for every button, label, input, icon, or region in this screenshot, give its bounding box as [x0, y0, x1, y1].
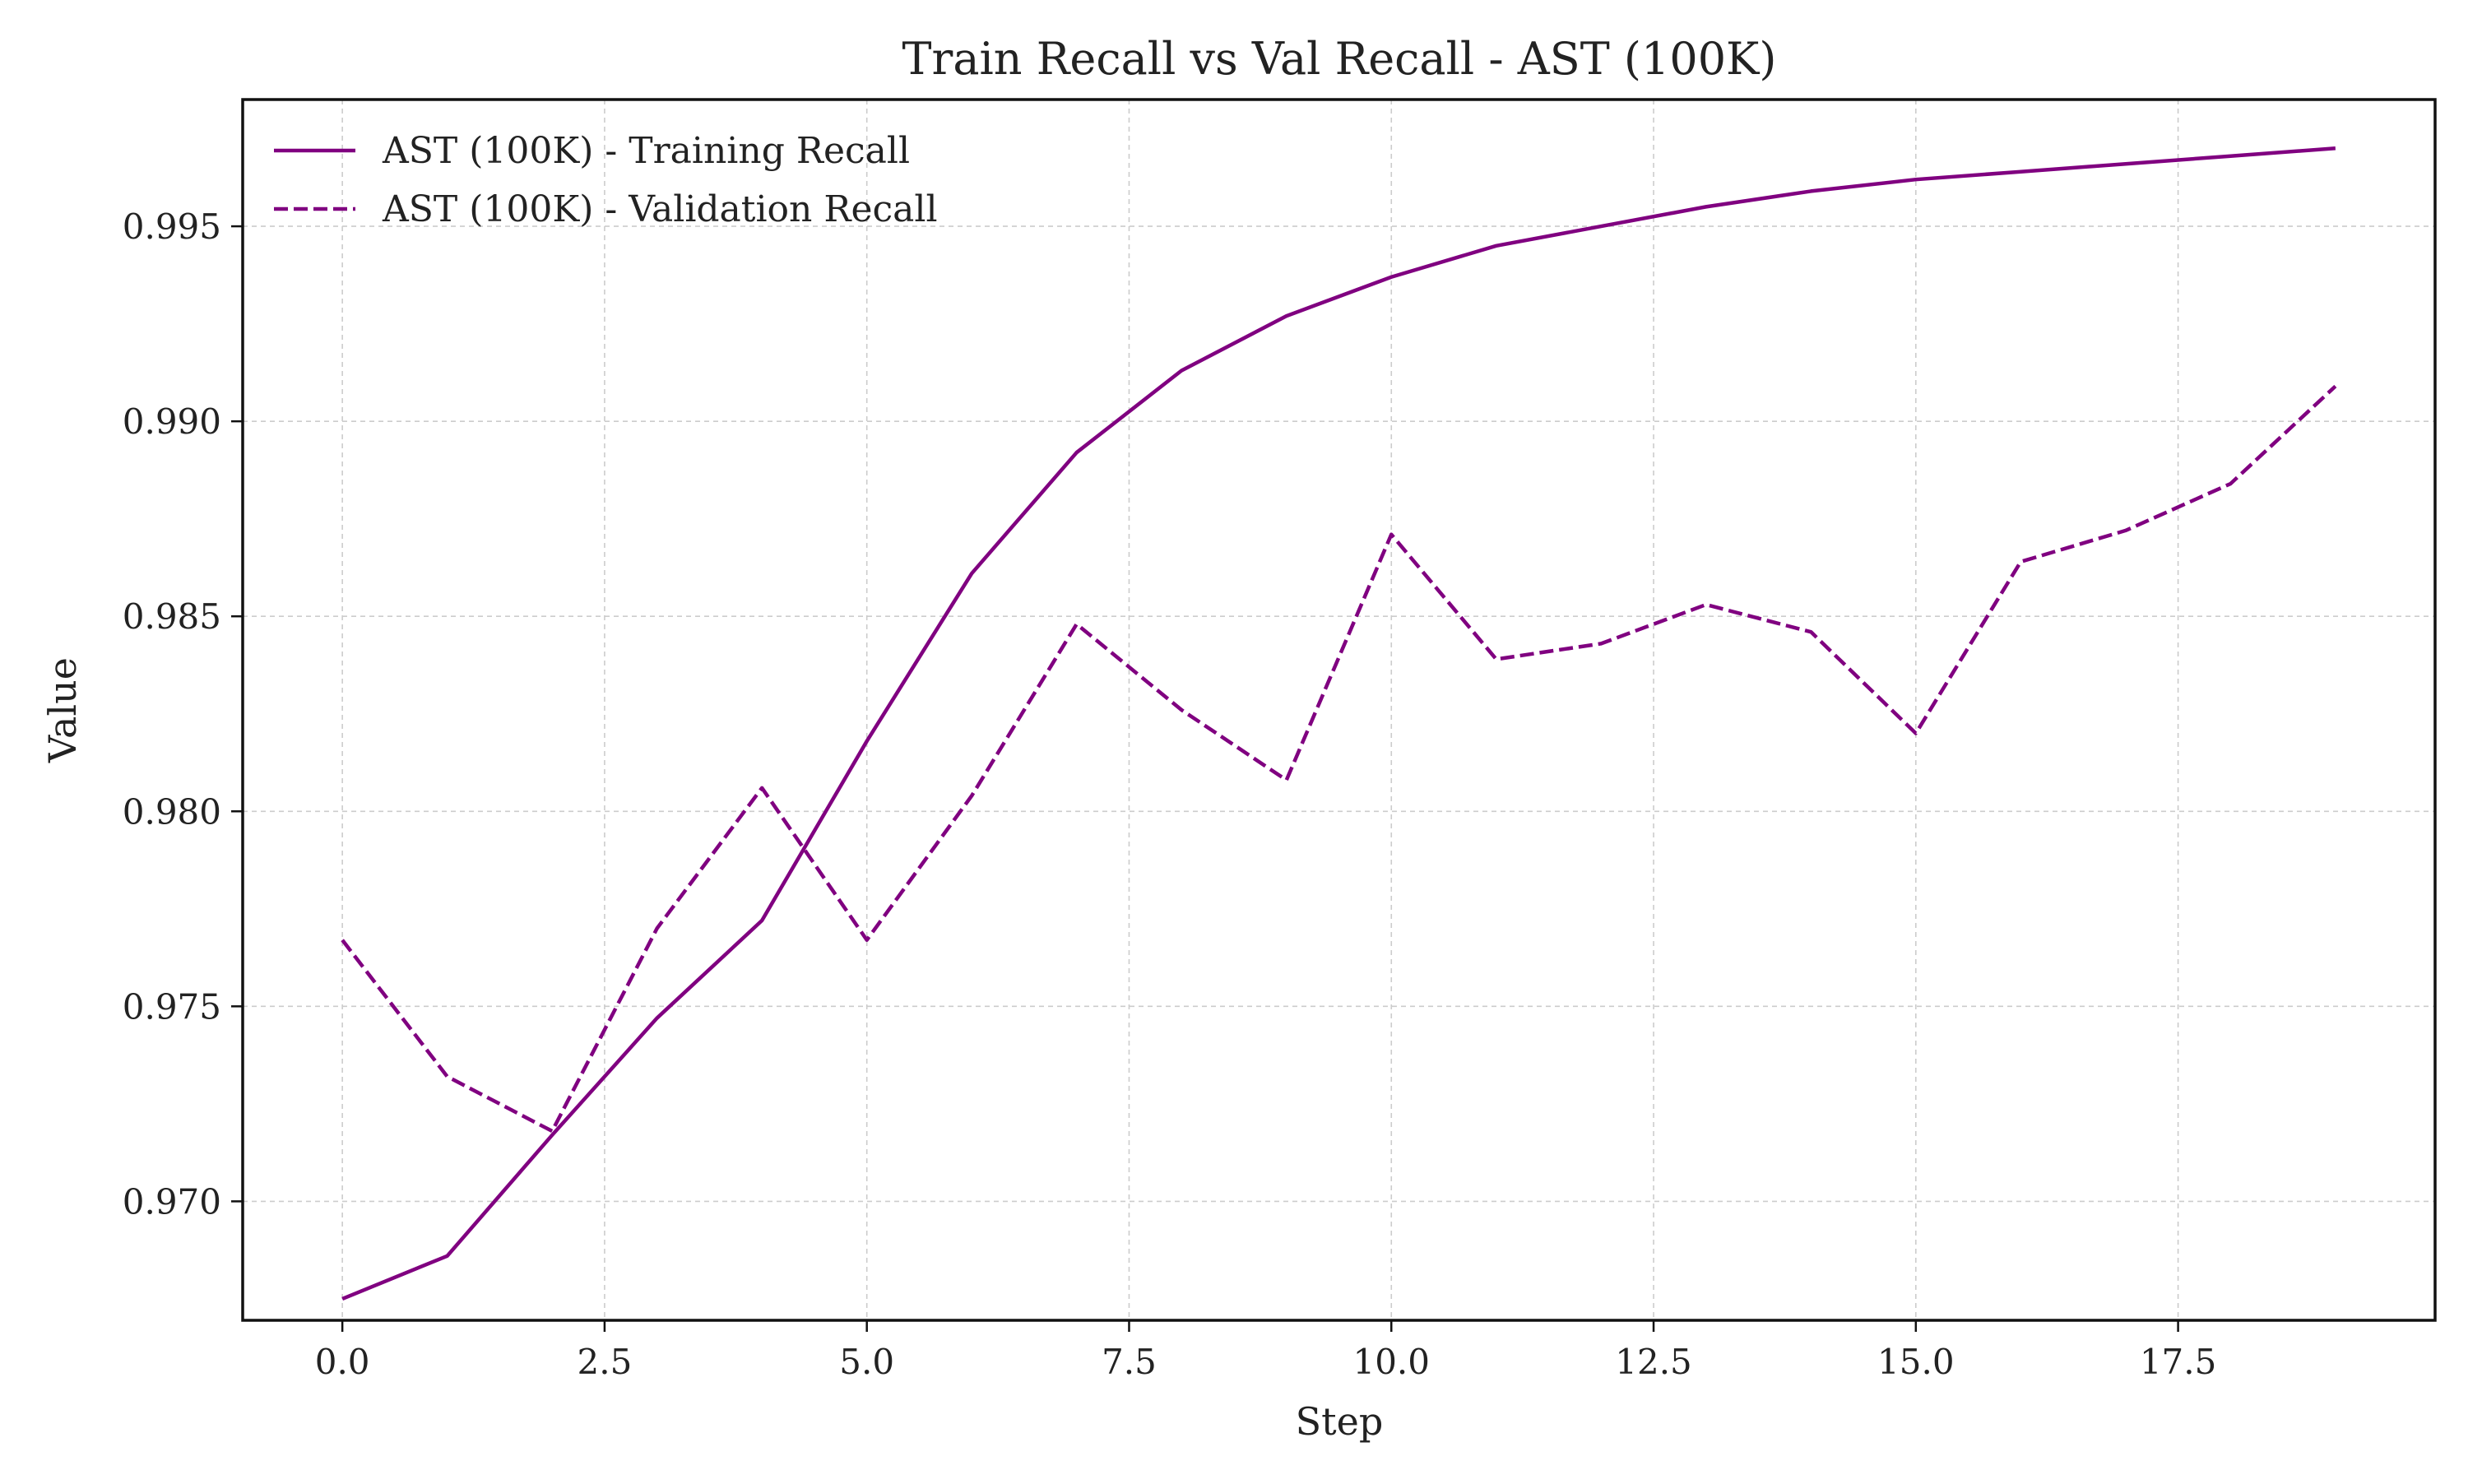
chart-title: Train Recall vs Val Recall - AST (100K)	[902, 33, 1777, 85]
x-tick-label: 12.5	[1615, 1342, 1692, 1382]
validation-recall-line	[341, 384, 2337, 1134]
training-recall-line	[341, 146, 2336, 1301]
x-tick-label: 0.0	[315, 1342, 370, 1382]
x-tick-label: 7.5	[1102, 1342, 1157, 1382]
x-axis: 0.0 2.5 5.0 7.5 10.0 12.5 15.0 17.5	[315, 1320, 2217, 1382]
y-tick-label: 0.980	[123, 791, 221, 832]
y-tick-label: 0.995	[123, 206, 221, 247]
plot-area-border	[241, 98, 2437, 1322]
legend-label: AST (100K) - Training Recall	[382, 130, 910, 172]
legend-label: AST (100K) - Validation Recall	[382, 188, 938, 230]
y-tick-label: 0.990	[123, 401, 221, 442]
x-tick-label: 5.0	[839, 1342, 894, 1382]
y-tick-label: 0.985	[123, 596, 221, 637]
series-lines	[341, 146, 2337, 1301]
x-axis-label: Step	[1296, 1399, 1384, 1444]
y-axis-label: Value	[40, 657, 85, 763]
x-tick-label: 17.5	[2140, 1342, 2217, 1382]
legend: AST (100K) - Training Recall AST (100K) -…	[274, 130, 938, 230]
x-tick-label: 2.5	[578, 1342, 633, 1382]
y-axis: 0.970 0.975 0.980 0.985 0.990 0.995	[123, 206, 243, 1222]
y-tick-label: 0.975	[123, 986, 221, 1027]
y-tick-label: 0.970	[123, 1181, 221, 1222]
x-tick-label: 10.0	[1352, 1342, 1430, 1382]
x-tick-label: 15.0	[1877, 1342, 1955, 1382]
grid	[243, 100, 2435, 1320]
